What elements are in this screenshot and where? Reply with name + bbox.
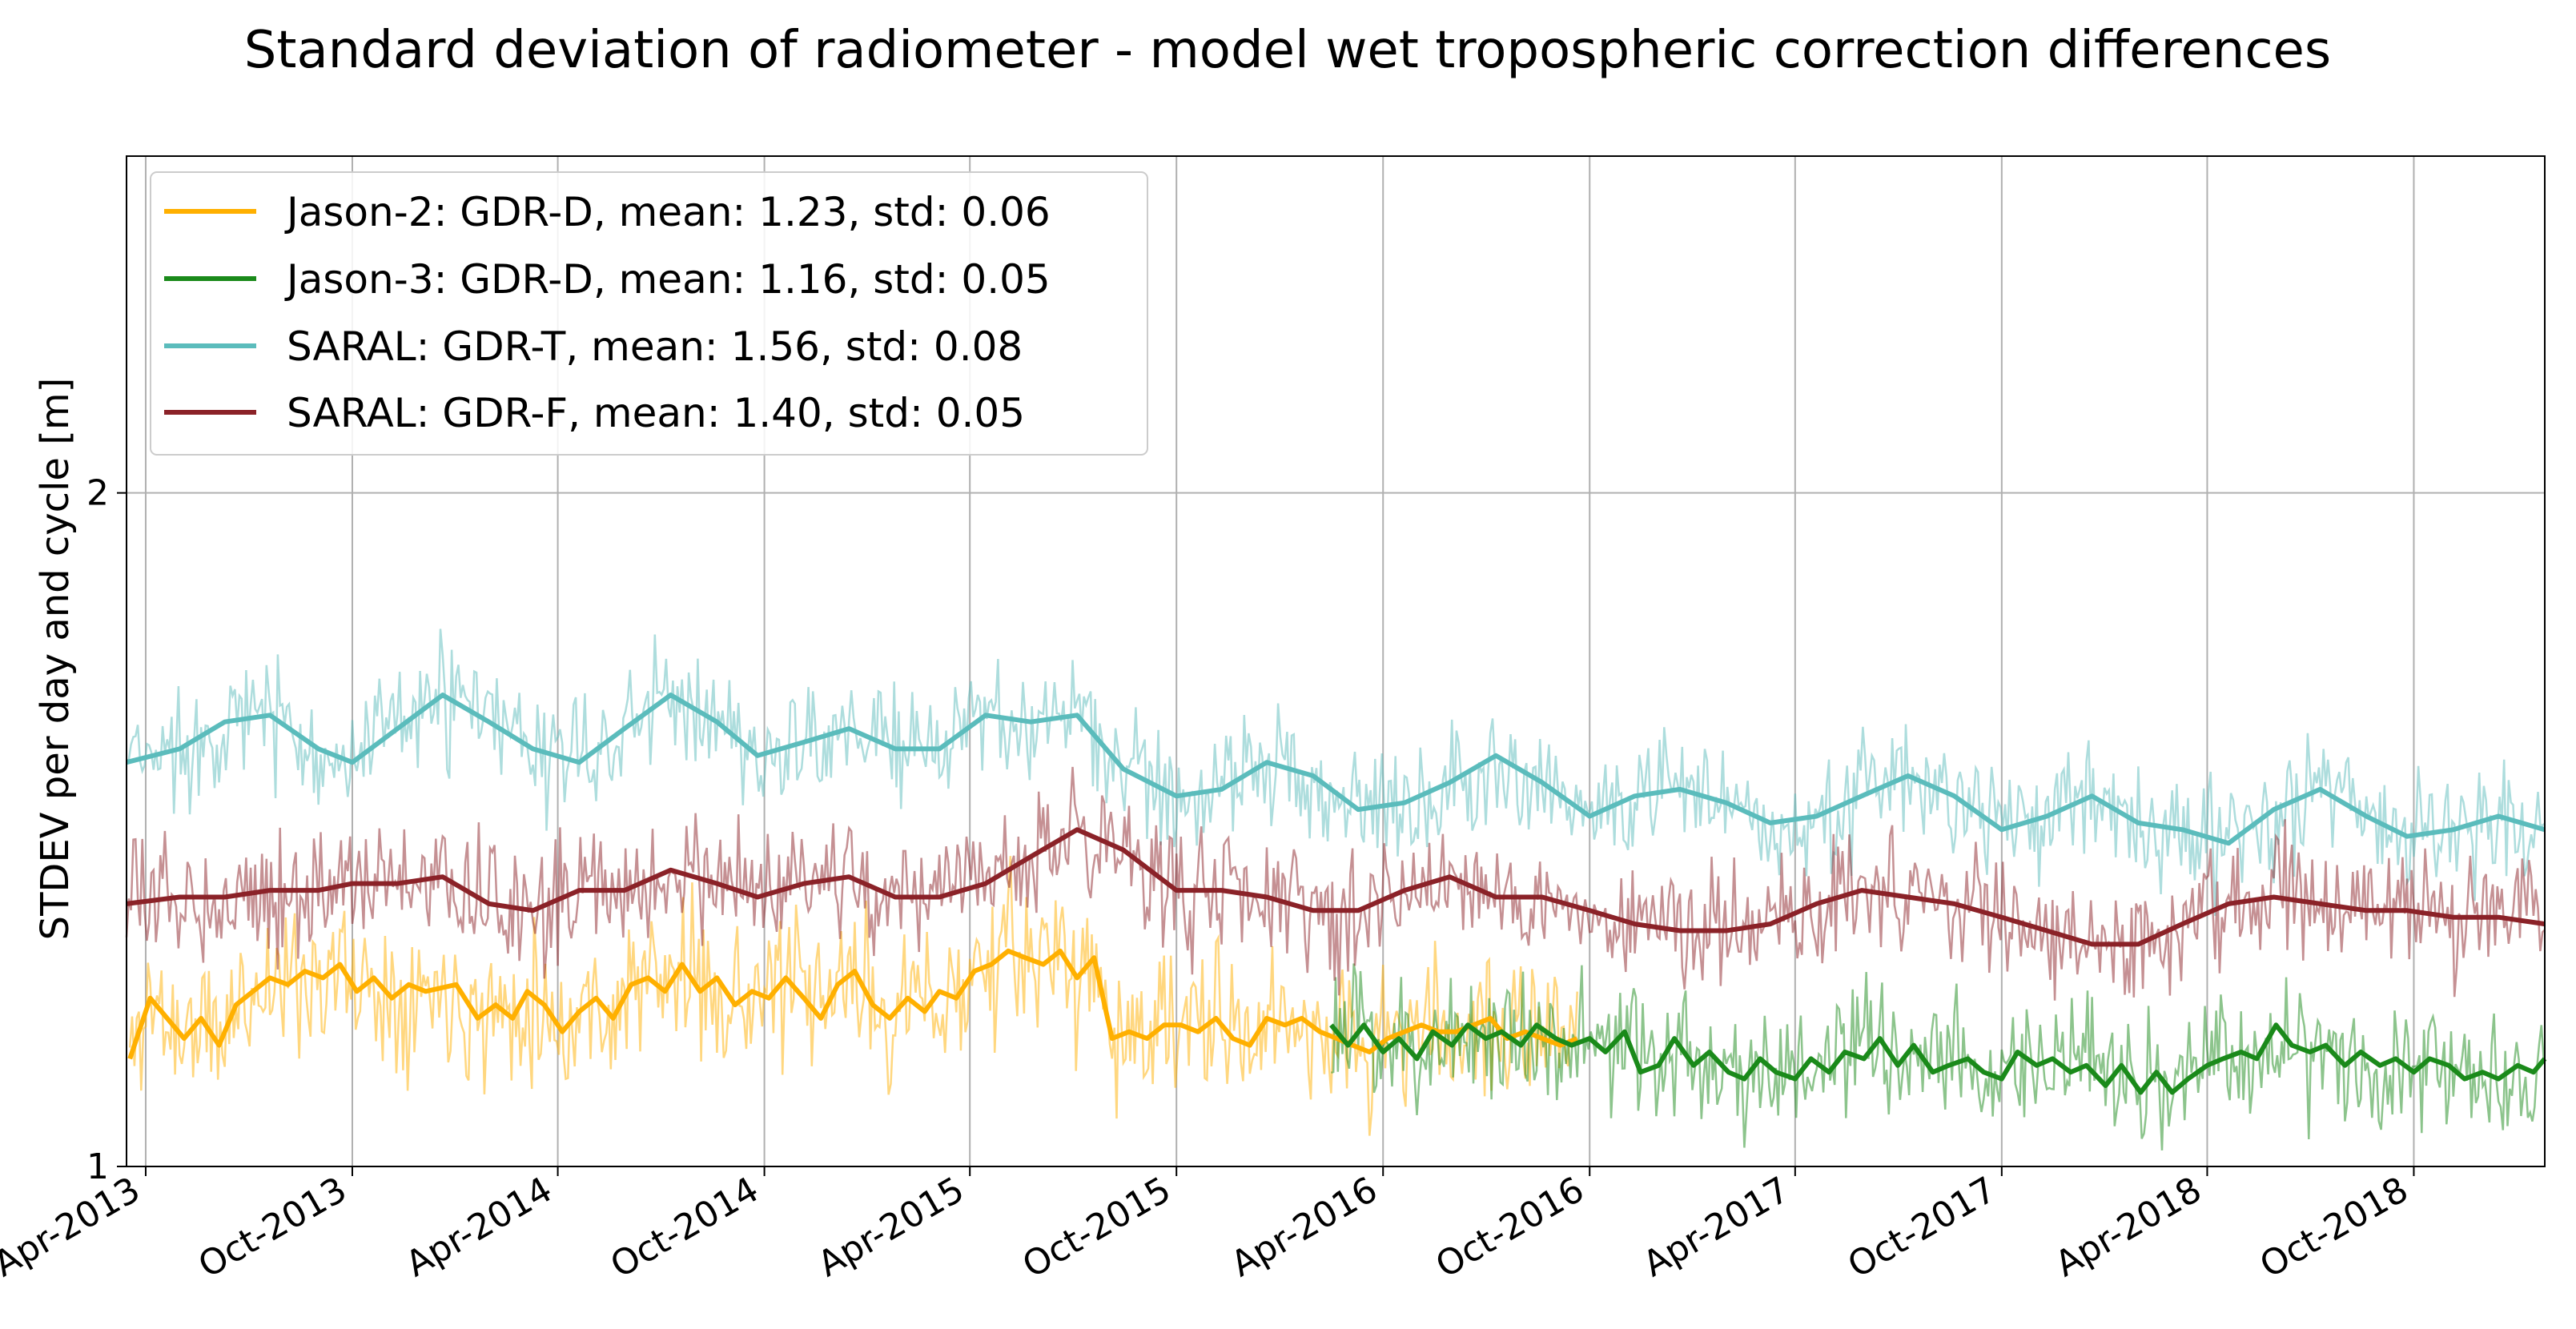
legend-label-jason2: Jason-2: GDR-D, mean: 1.23, std: 0.06 bbox=[284, 189, 1051, 235]
x-tick-label: Oct-2014 bbox=[604, 1169, 766, 1286]
legend-label-saral-gdrt: SARAL: GDR-T, mean: 1.56, std: 0.08 bbox=[287, 323, 1023, 370]
x-tick-label: Apr-2014 bbox=[399, 1169, 559, 1285]
y-tick-label: 2 bbox=[86, 473, 109, 514]
daily-line-saral-gdrt bbox=[126, 628, 2546, 917]
x-tick-label: Oct-2015 bbox=[1016, 1169, 1178, 1286]
legend-item-jason2: Jason-2: GDR-D, mean: 1.23, std: 0.06 bbox=[164, 189, 1051, 235]
legend: Jason-2: GDR-D, mean: 1.23, std: 0.06 Ja… bbox=[150, 171, 1148, 456]
x-tick-label: Oct-2018 bbox=[2253, 1169, 2415, 1286]
legend-label-jason3: Jason-3: GDR-D, mean: 1.16, std: 0.05 bbox=[284, 256, 1051, 303]
x-tick-label: Apr-2016 bbox=[1224, 1169, 1384, 1285]
daily-line-jason3 bbox=[1331, 963, 2545, 1150]
x-tick-label: Apr-2013 bbox=[0, 1169, 147, 1285]
y-tick-label: 1 bbox=[86, 1146, 109, 1187]
plot-frame bbox=[126, 155, 2546, 1167]
x-axis-ticks: Apr-2013 Oct-2013 Apr-2014 Oct-2014 Apr-2015… bbox=[0, 1166, 2415, 1286]
x-tick-label: Oct-2016 bbox=[1429, 1169, 1591, 1286]
y-axis-label: STDEV per day and cycle [m] bbox=[33, 378, 78, 941]
daily-line-jason2 bbox=[128, 856, 1578, 1136]
x-tick-label: Apr-2018 bbox=[2048, 1169, 2208, 1285]
daily-series-layer bbox=[125, 628, 2546, 1150]
x-tick-label: Oct-2017 bbox=[1841, 1169, 2003, 1286]
cycle-line-saral-gdrt bbox=[126, 693, 2546, 846]
daily-line-saral-gdrf bbox=[125, 766, 2546, 1001]
cycle-series-layer bbox=[126, 693, 2547, 1095]
legend-item-saral-gdrt: SARAL: GDR-T, mean: 1.56, std: 0.08 bbox=[164, 323, 1023, 370]
x-tick-label: Apr-2015 bbox=[811, 1169, 971, 1285]
chart-title: Standard deviation of radiometer - model… bbox=[244, 21, 2332, 80]
legend-item-jason3: Jason-3: GDR-D, mean: 1.16, std: 0.05 bbox=[164, 256, 1051, 303]
legend-label-saral-gdrf: SARAL: GDR-F, mean: 1.40, std: 0.05 bbox=[287, 390, 1025, 436]
x-tick-label: Oct-2013 bbox=[191, 1169, 353, 1286]
cycle-line-saral-gdrf bbox=[126, 827, 2546, 947]
cycle-line-jason3 bbox=[1329, 1022, 2547, 1095]
y-axis-ticks: 12 bbox=[86, 473, 127, 1187]
cycle-line-jason2 bbox=[127, 948, 1578, 1060]
legend-item-saral-gdrf: SARAL: GDR-F, mean: 1.40, std: 0.05 bbox=[164, 390, 1025, 436]
legend-box bbox=[150, 171, 1148, 456]
x-tick-label: Apr-2017 bbox=[1637, 1169, 1797, 1285]
